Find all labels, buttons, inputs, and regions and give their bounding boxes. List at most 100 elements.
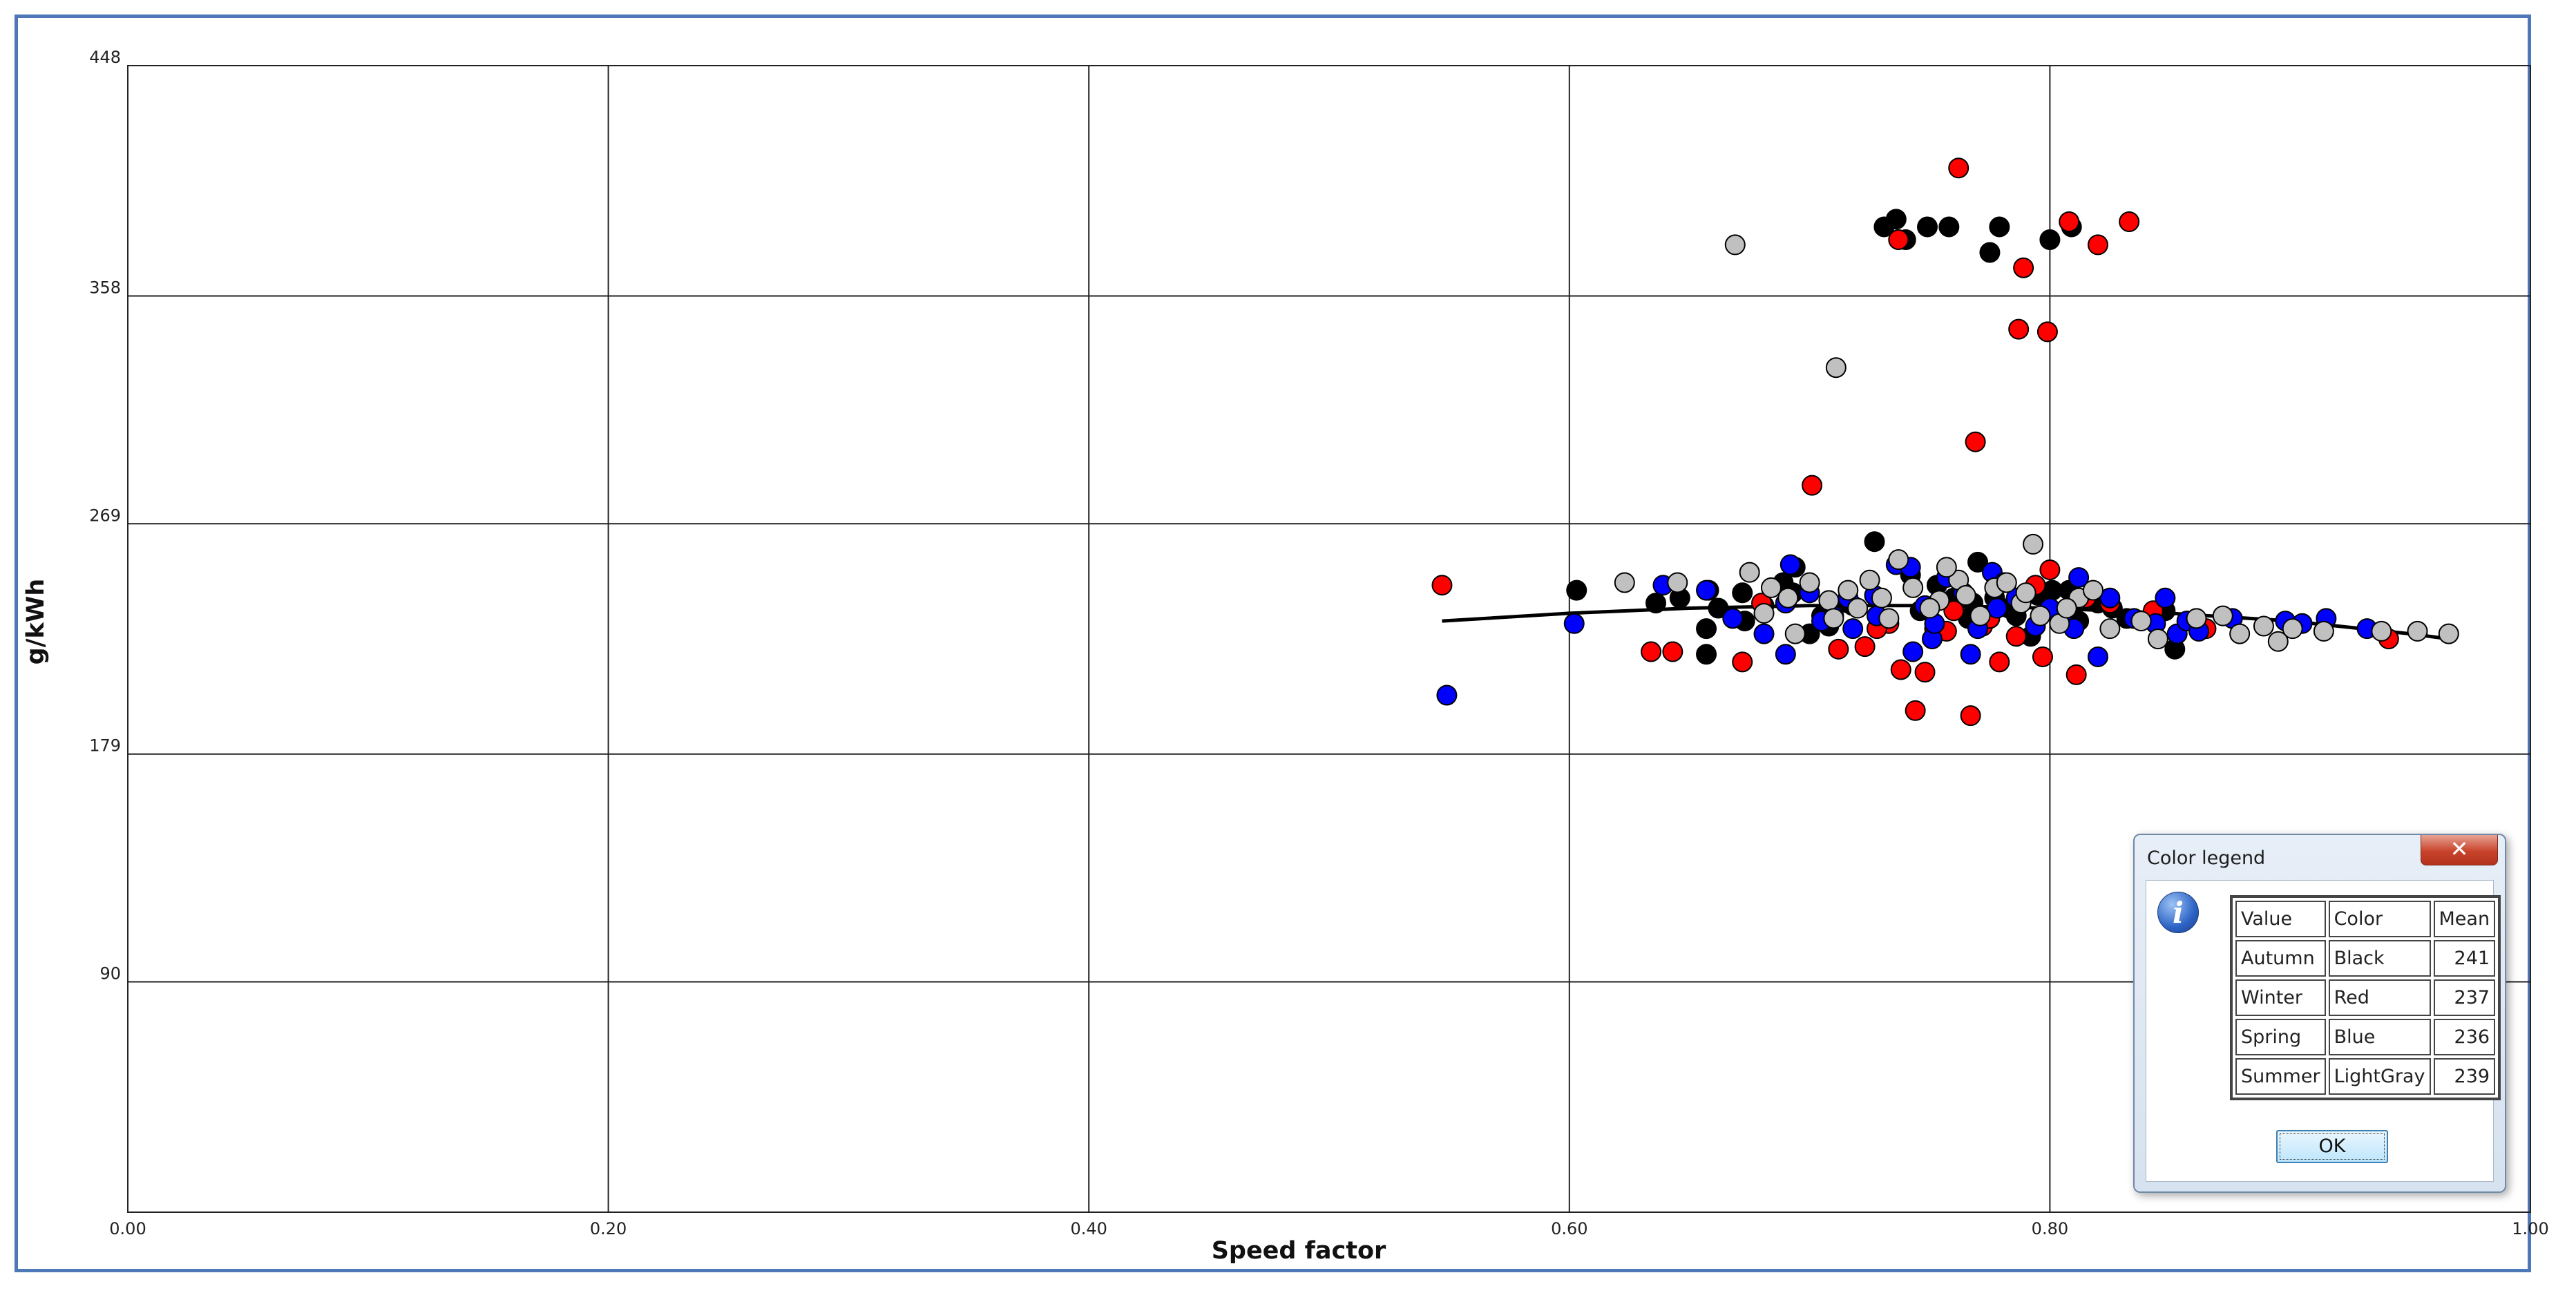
data-point-winter <box>2039 559 2061 580</box>
data-point-winter <box>1943 600 1965 622</box>
data-point-autumn <box>1917 216 1938 238</box>
data-point-autumn <box>1566 580 1587 601</box>
data-point-spring <box>1563 613 1585 634</box>
legend-cell: Black <box>2328 940 2431 977</box>
data-point-summer <box>1955 585 1976 606</box>
data-point-autumn <box>1967 551 1989 573</box>
data-point-summer <box>1777 587 1799 609</box>
color-legend-dialog: Color legend ✕ i Value Color Mean Autumn… <box>2133 834 2506 1193</box>
legend-row: Summer LightGray 239 <box>2235 1058 2496 1095</box>
y-tick-label: 179 <box>89 736 121 756</box>
x-tick-label: 0.00 <box>109 1219 146 1238</box>
data-point-spring <box>1775 644 1796 665</box>
data-point-summer <box>1859 569 1880 591</box>
legend-cell: LightGray <box>2328 1058 2431 1095</box>
data-point-summer <box>2229 623 2251 644</box>
data-point-spring <box>2155 587 2176 609</box>
data-point-winter <box>1989 651 2010 673</box>
data-point-autumn <box>1732 582 1753 604</box>
y-tick-label: 448 <box>89 48 121 67</box>
data-point-autumn <box>2039 229 2061 250</box>
data-point-summer <box>1753 602 1775 624</box>
data-point-summer <box>2282 618 2303 640</box>
axis-tick-labels: 0.00 0.20 0.40 0.60 0.80 1.00 448 358 269 179 90 <box>89 48 2549 1238</box>
data-point-summer <box>1760 577 1782 598</box>
data-point-spring <box>1436 684 1458 706</box>
data-point-winter <box>2036 321 2058 343</box>
data-point-summer <box>1823 608 1844 629</box>
data-point-autumn <box>1938 216 1960 238</box>
data-point-winter <box>1828 638 1849 660</box>
data-point-summer <box>1818 590 1840 611</box>
data-point-summer <box>1847 597 1869 619</box>
data-point-summer <box>2371 620 2392 642</box>
x-tick-label: 0.20 <box>590 1219 627 1238</box>
legend-cell: Spring <box>2235 1019 2326 1055</box>
data-point-summer <box>1799 572 1820 593</box>
data-point-winter <box>1905 700 1926 721</box>
x-tick-label: 0.60 <box>1551 1219 1587 1238</box>
x-tick-label: 1.00 <box>2512 1219 2548 1238</box>
data-point-summer <box>1871 587 1892 609</box>
dialog-body: i Value Color Mean Autumn Black 241 Wint… <box>2146 880 2501 1182</box>
data-point-winter <box>1431 575 1453 596</box>
data-point-spring <box>1780 554 1801 575</box>
data-point-autumn <box>1696 644 1717 665</box>
data-point-winter <box>1802 475 1823 496</box>
data-point-autumn <box>1989 216 2010 238</box>
data-point-winter <box>1965 431 1986 452</box>
data-point-summer <box>1902 577 1924 598</box>
legend-header-row: Value Color Mean <box>2235 901 2496 937</box>
data-point-summer <box>2130 611 2152 632</box>
x-axis-label: Speed factor <box>1212 1237 1386 1265</box>
data-point-spring <box>1960 644 1981 665</box>
data-point-summer <box>1825 357 1847 379</box>
data-point-summer <box>1888 549 1909 571</box>
data-point-winter <box>1854 636 1876 658</box>
data-point-winter <box>2059 211 2080 233</box>
data-point-winter <box>2065 664 2087 685</box>
legend-cell: Winter <box>2235 979 2326 1016</box>
data-point-spring <box>1753 623 1775 644</box>
data-point-summer <box>1936 557 1957 578</box>
y-tick-label: 90 <box>99 964 121 984</box>
legend-cell: Blue <box>2328 1019 2431 1055</box>
data-point-autumn <box>1979 242 2001 263</box>
data-point-summer <box>2056 597 2077 619</box>
legend-cell: Autumn <box>2235 940 2326 977</box>
legend-cell: 237 <box>2433 979 2496 1016</box>
data-point-winter <box>2008 318 2030 340</box>
data-point-spring <box>1696 580 1717 601</box>
legend-cell: 239 <box>2433 1058 2496 1095</box>
data-point-autumn <box>1708 597 1729 619</box>
data-point-summer <box>2313 620 2334 642</box>
data-point-winter <box>1914 662 1936 683</box>
data-point-summer <box>2212 605 2233 626</box>
data-point-summer <box>2015 582 2036 604</box>
ok-button[interactable]: OK <box>2276 1130 2388 1163</box>
data-point-spring <box>1722 608 1744 629</box>
legend-cell: Summer <box>2235 1058 2326 1095</box>
data-point-summer <box>1919 597 1940 619</box>
data-point-summer <box>2407 620 2428 642</box>
data-point-winter <box>2119 211 2140 233</box>
legend-row: Spring Blue 236 <box>2235 1019 2496 1055</box>
data-point-spring <box>1902 641 1924 662</box>
y-axis-label: g/kWh <box>22 579 50 665</box>
data-point-autumn <box>1864 531 1885 553</box>
data-point-summer <box>2438 623 2459 644</box>
legend-table: Value Color Mean Autumn Black 241 Winter… <box>2230 895 2501 1100</box>
data-point-autumn <box>1645 593 1667 614</box>
data-point-winter <box>1732 651 1753 673</box>
legend-cell: 241 <box>2433 940 2496 977</box>
legend-row: Winter Red 237 <box>2235 979 2496 1016</box>
data-point-winter <box>1948 157 1969 179</box>
data-point-spring <box>1842 618 1864 640</box>
data-point-spring <box>2087 646 2108 667</box>
data-points <box>1431 157 2459 727</box>
close-button[interactable]: ✕ <box>2421 835 2498 865</box>
data-point-winter <box>2032 646 2053 667</box>
data-point-winter <box>1662 641 1683 662</box>
y-tick-label: 358 <box>89 278 121 297</box>
data-point-spring <box>2068 567 2090 588</box>
